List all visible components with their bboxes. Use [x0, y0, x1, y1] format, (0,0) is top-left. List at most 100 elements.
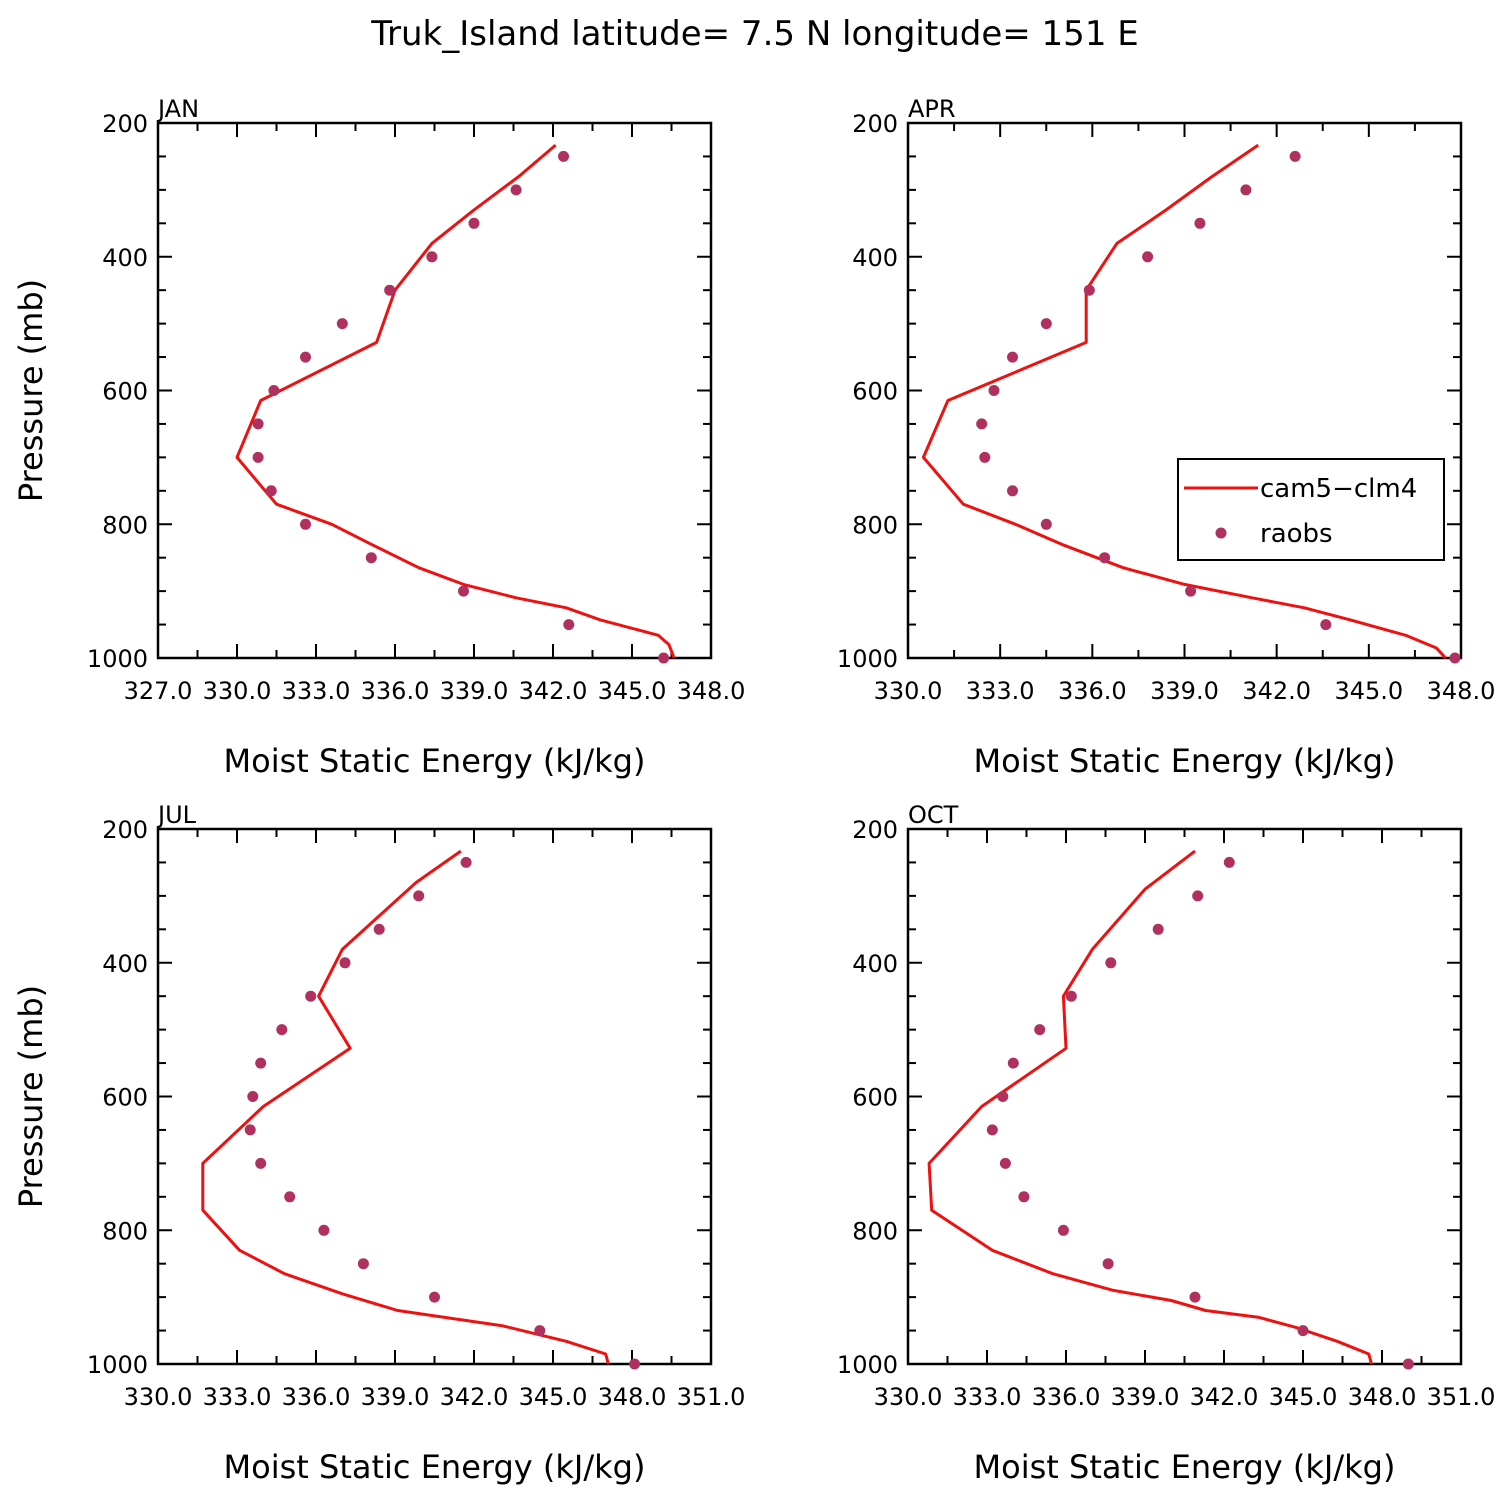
obs-point [1105, 957, 1117, 969]
obs-point [1152, 923, 1164, 935]
obs-point [300, 518, 311, 530]
obs-point [1142, 251, 1154, 263]
legend-box [1177, 458, 1445, 561]
x-tick-label: 339.0 [440, 677, 509, 705]
x-tick-label: 351.0 [677, 1383, 746, 1411]
x-tick-label: 351.0 [1427, 1383, 1496, 1411]
x-tick-label: 336.0 [1058, 677, 1127, 705]
y-tick-label: 400 [102, 950, 148, 978]
x-tick-label: 333.0 [203, 1383, 272, 1411]
y-tick-label: 800 [852, 1217, 898, 1245]
obs-point [413, 890, 425, 902]
obs-point [1099, 552, 1111, 564]
x-tick-label: 348.0 [1348, 1383, 1417, 1411]
obs-point [534, 1325, 546, 1337]
x-axis-title: Moist Static Energy (kJ/kg) [224, 742, 646, 780]
obs-point [429, 1291, 440, 1303]
x-tick-label: 342.0 [1242, 677, 1311, 705]
obs-point [1007, 1057, 1019, 1069]
x-tick-label: 336.0 [282, 1383, 351, 1411]
x-tick-label: 345.0 [519, 1383, 588, 1411]
y-tick-label: 400 [852, 244, 898, 272]
obs-point [373, 923, 385, 935]
x-tick-label: 342.0 [519, 677, 588, 705]
panel-label: JAN [156, 95, 199, 123]
y-tick-label: 200 [102, 110, 148, 138]
x-axis-title: Moist Static Energy (kJ/kg) [224, 1448, 646, 1486]
obs-point [997, 1091, 1009, 1102]
obs-point [265, 485, 277, 497]
obs-point [244, 1124, 256, 1136]
x-tick-label: 342.0 [1190, 1383, 1259, 1411]
x-tick-label: 348.0 [1427, 677, 1496, 705]
obs-point [300, 351, 311, 363]
panel-jul: JUL 200 400 600 800 1000 330.0 333.0 336.0 339.0 3… [12, 801, 745, 1486]
obs-point [1018, 1191, 1030, 1203]
x-tick-label: 345.0 [1269, 1383, 1338, 1411]
obs-point [1007, 351, 1018, 363]
model-series-line [235, 143, 676, 659]
x-tick-label: 342.0 [440, 1383, 509, 1411]
obs-point [1040, 518, 1052, 530]
x-tick-label: 330.0 [124, 1383, 193, 1411]
obs-point [976, 418, 988, 430]
y-tick-label: 800 [102, 1217, 148, 1245]
obs-point [468, 217, 480, 229]
obs-point [268, 385, 280, 396]
obs-point [458, 585, 469, 597]
x-tick-label: 336.0 [1032, 1383, 1101, 1411]
plot-frame [156, 827, 713, 1366]
obs-point [336, 318, 348, 330]
obs-point [986, 1124, 998, 1136]
obs-point [384, 284, 396, 296]
y-tick-label: 600 [852, 378, 898, 406]
obs-point [1040, 318, 1052, 330]
legend: cam5−clm4 raobs [1177, 458, 1445, 561]
y-tick-label: 600 [102, 1084, 148, 1112]
x-axis-title: Moist Static Energy (kJ/kg) [974, 1448, 1396, 1486]
panel-oct: OCT 200 400 600 800 1000 330.0 333.0 336.0 339.0 3… [837, 801, 1495, 1486]
legend-label-obs: raobs [1260, 519, 1333, 549]
y-tick-label: 800 [102, 511, 148, 539]
obs-point [357, 1258, 369, 1270]
obs-point [988, 385, 1000, 396]
y-tick-label: 1000 [87, 645, 148, 673]
obs-point [979, 451, 991, 463]
obs-point [426, 251, 438, 263]
obs-point [284, 1191, 296, 1203]
figure-title: Truk_Island latitude= 7.5 N longitude= 1… [370, 14, 1139, 54]
obs-point [558, 150, 569, 162]
obs-point [1007, 485, 1018, 497]
x-tick-label: 339.0 [1111, 1383, 1180, 1411]
y-tick-label: 200 [102, 816, 148, 844]
panel-apr: APR 200 400 600 800 1000 330.0 333.0 336.0 339.0 3… [837, 95, 1495, 780]
panel-label: OCT [908, 801, 959, 829]
obs-point [1240, 184, 1252, 196]
obs-point [1297, 1325, 1309, 1337]
x-tick-label: 330.0 [874, 677, 943, 705]
obs-point [252, 451, 264, 463]
obs-point [1034, 1024, 1046, 1036]
obs-point [1449, 652, 1461, 664]
y-tick-label: 200 [852, 110, 898, 138]
x-tick-label: 333.0 [966, 677, 1035, 705]
y-tick-label: 600 [852, 1084, 898, 1112]
obs-point [1223, 856, 1235, 868]
y-tick-label: 800 [852, 511, 898, 539]
y-axis-title: Pressure (mb) [12, 279, 50, 502]
x-tick-label: 345.0 [598, 677, 667, 705]
model-series-line [927, 849, 1373, 1365]
legend-marker-swatch [1215, 527, 1227, 539]
obs-point [1185, 585, 1197, 597]
obs-point [318, 1224, 330, 1236]
obs-point [1083, 284, 1095, 296]
obs-point [460, 856, 472, 868]
obs-point [629, 1358, 641, 1370]
x-axis-title: Moist Static Energy (kJ/kg) [974, 742, 1396, 780]
obs-point [563, 619, 575, 631]
obs-point [255, 1157, 267, 1169]
obs-point [255, 1057, 267, 1069]
obs-point [658, 652, 670, 664]
plot-frame [156, 121, 713, 660]
